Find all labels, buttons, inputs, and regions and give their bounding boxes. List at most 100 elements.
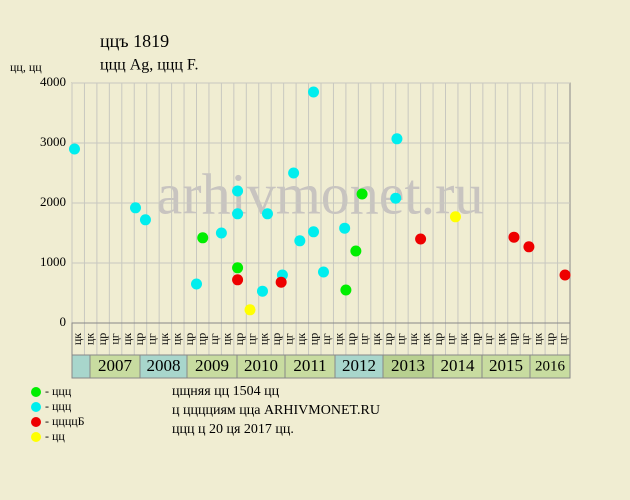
point <box>275 276 287 288</box>
point <box>256 285 268 297</box>
y-axis-title: цц, цц <box>10 60 42 74</box>
year-label: 2013 <box>391 356 425 375</box>
legend-marker <box>31 402 41 412</box>
point <box>350 245 362 257</box>
point <box>415 233 427 245</box>
x-tick-label: цг <box>356 333 370 344</box>
x-tick-label: цк <box>531 333 545 345</box>
y-tick-label: 4000 <box>40 74 66 89</box>
point <box>232 208 244 220</box>
x-tick-label: цр <box>381 333 395 345</box>
point <box>232 274 244 286</box>
point <box>68 143 80 155</box>
year-cell <box>71 354 91 379</box>
x-tick-label: цр <box>468 333 482 345</box>
watermark: arhivmonet.ru <box>157 161 484 226</box>
year-label: 2015 <box>489 356 523 375</box>
y-tick-label: 1000 <box>40 254 66 269</box>
x-tick-label: цг <box>394 333 408 344</box>
x-tick-label: цг <box>518 333 532 344</box>
x-tick-label: цг <box>481 333 495 344</box>
year-label: 2016 <box>535 358 566 374</box>
x-tick-label: цр <box>269 333 283 345</box>
note: цщняя цц 1504 цц <box>172 384 280 399</box>
x-tick-label: цг <box>207 333 221 344</box>
x-tick-label: цг <box>443 333 457 344</box>
x-tick-label: цр <box>194 333 208 345</box>
legend-label: - ццццБ <box>45 414 85 428</box>
point <box>449 211 461 223</box>
point <box>339 222 351 234</box>
x-tick-label: цр <box>132 333 146 345</box>
legend-label: - ццц <box>45 399 72 413</box>
x-tick-label: цк <box>294 333 308 345</box>
point <box>317 266 329 278</box>
year-label: 2012 <box>342 356 376 375</box>
x-tick-label: цк <box>369 333 383 345</box>
x-tick-label: цр <box>232 333 246 345</box>
note: ццц ц 20 ця 2017 цц. <box>172 422 294 437</box>
legend-label: - цц <box>45 429 65 443</box>
year-label: 2008 <box>147 356 181 375</box>
x-tick-label: цр <box>95 333 109 345</box>
year-label: 2009 <box>195 356 229 375</box>
point <box>288 167 300 179</box>
point <box>261 208 273 220</box>
point <box>390 192 402 204</box>
point <box>232 185 244 197</box>
point <box>340 284 352 296</box>
legend-marker <box>31 417 41 427</box>
point <box>191 278 202 290</box>
x-tick-label: цк <box>120 333 134 345</box>
x-tick-label: цк <box>157 333 171 345</box>
x-tick-label: цк <box>170 333 184 345</box>
y-tick-label: 0 <box>60 314 67 329</box>
x-tick-label: цр <box>344 333 358 345</box>
year-label: 2007 <box>98 356 133 375</box>
x-tick-label: цг <box>319 333 333 344</box>
point <box>294 235 306 247</box>
x-tick-label: цк <box>257 333 271 345</box>
x-tick-label: цг <box>107 333 121 344</box>
point <box>244 304 256 316</box>
x-tick-label: цр <box>182 333 196 345</box>
year-label: 2011 <box>293 356 326 375</box>
legend-marker <box>31 432 41 442</box>
x-tick-label: цк <box>82 333 96 345</box>
legend-label: - ццц <box>45 384 72 398</box>
point <box>197 232 209 244</box>
year-label: 2014 <box>441 356 476 375</box>
chart-title: ццъ 1819 <box>100 31 169 51</box>
point <box>232 262 244 274</box>
x-tick-label: цг <box>556 333 570 344</box>
year-cell <box>529 354 571 379</box>
y-tick-label: 2000 <box>40 194 66 209</box>
point <box>523 241 535 253</box>
year-label: 2010 <box>244 356 278 375</box>
x-tick-label: цк <box>219 333 233 345</box>
x-tick-label: цг <box>145 333 159 344</box>
x-tick-label: цр <box>543 333 557 345</box>
y-tick-label: 3000 <box>40 134 66 149</box>
point <box>215 227 227 239</box>
note: ц цццциям цца ARHIVMONET.RU <box>172 403 380 418</box>
x-tick-label: цк <box>456 333 470 345</box>
point <box>139 214 151 226</box>
point <box>508 231 520 243</box>
point <box>308 86 320 98</box>
x-tick-label: цг <box>282 333 296 344</box>
chart-subtitle: ццц Ag, ццц F. <box>100 57 199 74</box>
point <box>391 133 403 145</box>
x-tick-label: цр <box>506 333 520 345</box>
x-tick-label: цк <box>70 333 84 345</box>
x-tick-label: цр <box>307 333 321 345</box>
x-tick-label: цк <box>493 333 507 345</box>
legend-marker <box>31 387 41 397</box>
point <box>308 226 320 238</box>
x-tick-label: цк <box>406 333 420 345</box>
point <box>559 269 571 281</box>
x-tick-label: цг <box>244 333 258 344</box>
point <box>129 202 141 214</box>
x-tick-label: цк <box>419 333 433 345</box>
